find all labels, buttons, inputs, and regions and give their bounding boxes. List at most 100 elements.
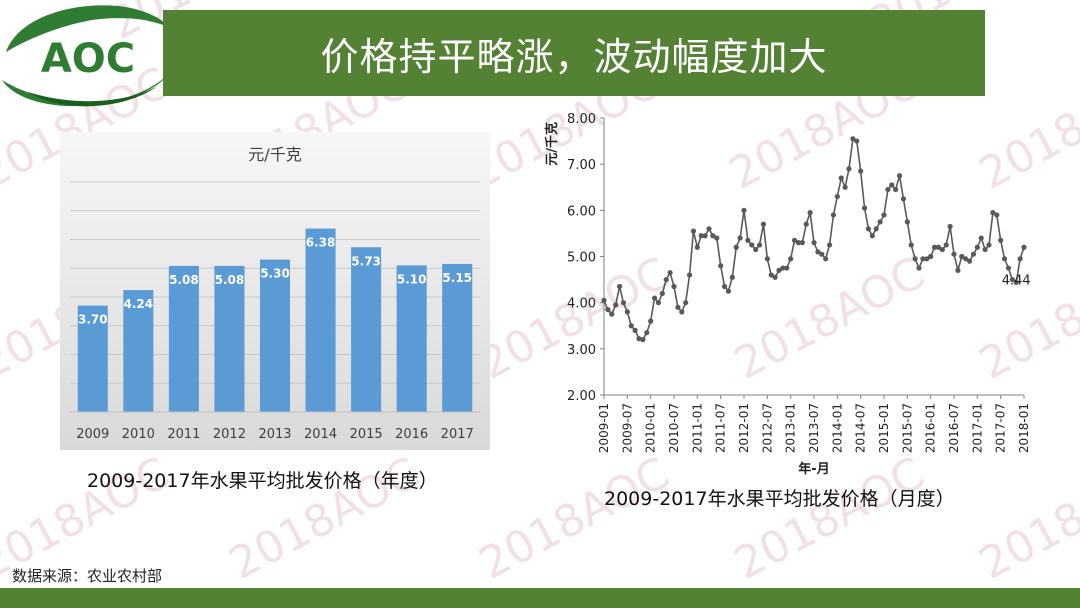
data-point — [861, 205, 868, 211]
data-point — [718, 263, 724, 269]
x-tick-label: 2017-01 — [970, 403, 984, 453]
data-point — [1001, 256, 1008, 262]
data-point — [912, 256, 918, 262]
data-point — [1009, 276, 1015, 283]
x-tick-label: 2010-01 — [644, 403, 658, 453]
bar-data-label: 6.38 — [306, 236, 336, 250]
data-point — [733, 244, 739, 250]
data-point — [675, 304, 681, 310]
title-bar: 价格持平略涨，波动幅度加大 — [163, 10, 985, 96]
x-tick-label: 2013 — [258, 427, 291, 442]
x-tick-label: 2015 — [350, 427, 383, 442]
data-point — [935, 244, 942, 250]
data-point — [896, 173, 903, 179]
data-point — [659, 290, 665, 297]
x-tick-label: 2010 — [122, 427, 155, 442]
bar — [442, 263, 473, 412]
x-axis-label: 年-月 — [798, 461, 829, 477]
y-tick-label: 8.00 — [567, 112, 596, 127]
x-tick-label: 2009-01 — [597, 403, 611, 453]
data-point — [823, 256, 829, 262]
data-point — [667, 270, 673, 276]
data-point — [694, 244, 700, 250]
data-point — [1021, 244, 1027, 250]
data-point — [686, 272, 693, 278]
data-point — [846, 166, 852, 172]
x-tick-label: 2016 — [395, 427, 428, 442]
data-point — [955, 267, 961, 273]
data-annotation: 4.44 — [1002, 273, 1031, 288]
aoc-logo: AOC — [2, 5, 170, 107]
data-point — [714, 235, 720, 241]
data-point — [784, 265, 790, 271]
x-tick-label: 2012 — [213, 427, 246, 442]
x-tick-label: 2012-01 — [737, 403, 751, 453]
data-point — [753, 246, 759, 253]
data-point — [648, 318, 654, 324]
bar — [396, 265, 427, 412]
data-point — [850, 136, 856, 142]
data-point — [760, 221, 767, 227]
data-point — [865, 226, 872, 232]
bar-data-label: 5.08 — [215, 273, 245, 287]
x-tick-label: 2017-07 — [994, 403, 1008, 453]
data-point — [920, 256, 926, 262]
data-point — [1017, 256, 1023, 262]
data-point — [889, 182, 895, 188]
bar-chart-title: 元/千克 — [248, 145, 301, 164]
x-tick-label: 2014-07 — [854, 403, 868, 453]
data-point — [854, 138, 860, 144]
x-tick-label: 2011 — [167, 427, 200, 442]
data-point — [624, 309, 630, 315]
data-point — [959, 253, 965, 260]
data-point — [725, 288, 732, 294]
data-point — [869, 233, 875, 239]
data-point — [628, 323, 634, 329]
data-point — [780, 265, 786, 271]
x-tick-label: 2012-07 — [760, 403, 774, 453]
footer-bar — [0, 588, 1080, 608]
x-tick-label: 2018-01 — [1017, 403, 1031, 453]
data-point — [737, 235, 743, 241]
data-point — [799, 240, 805, 246]
data-point — [663, 276, 669, 283]
x-tick-label: 2009 — [76, 427, 109, 442]
data-point — [613, 302, 619, 308]
data-point — [776, 267, 782, 273]
logo-text: AOC — [41, 36, 135, 82]
page-title: 价格持平略涨，波动幅度加大 — [320, 34, 828, 79]
data-point — [791, 237, 798, 243]
data-point — [601, 297, 607, 303]
data-point — [815, 249, 821, 255]
x-tick-label: 2014 — [304, 427, 337, 442]
data-point — [826, 242, 833, 248]
bar — [305, 228, 336, 412]
data-point — [982, 246, 988, 253]
bar-data-label: 3.70 — [78, 313, 108, 327]
data-point — [877, 219, 883, 225]
data-point — [749, 242, 755, 248]
bar-chart: 元/千克 3.70 2009 4.24 2010 5.08 2011 5.08 2012 5.30… — [70, 145, 480, 442]
data-point — [690, 228, 697, 234]
data-point — [706, 226, 712, 232]
data-point — [609, 311, 615, 317]
data-point — [931, 244, 938, 250]
x-tick-label: 2011-07 — [714, 403, 728, 453]
data-point — [904, 219, 910, 225]
data-point — [764, 256, 770, 262]
bar-data-label: 5.73 — [351, 254, 381, 268]
data-point — [963, 256, 969, 262]
data-point — [830, 212, 837, 218]
data-point — [721, 283, 728, 290]
x-tick-label: 2013-07 — [807, 403, 821, 453]
data-point — [710, 233, 716, 239]
data-point — [978, 235, 984, 241]
data-point — [998, 237, 1004, 243]
data-point — [966, 258, 973, 264]
x-tick-label: 2015-01 — [877, 403, 891, 453]
data-point — [698, 233, 704, 239]
data-point — [803, 221, 809, 227]
y-axis-label: 元/千克 — [544, 122, 560, 166]
data-point — [834, 193, 840, 200]
data-point — [928, 253, 934, 260]
